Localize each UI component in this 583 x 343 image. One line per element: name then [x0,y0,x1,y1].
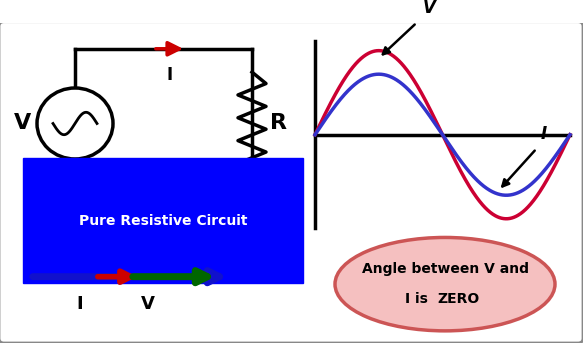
Text: Angle between V and: Angle between V and [361,262,529,276]
Text: Pure Resistive Circuit: Pure Resistive Circuit [79,214,247,228]
Text: ZERO: ZERO [437,292,479,306]
Circle shape [37,88,113,159]
Text: I: I [540,125,547,143]
Text: V: V [141,295,155,314]
FancyBboxPatch shape [0,22,583,343]
Ellipse shape [335,237,555,331]
Text: I: I [77,295,83,314]
Text: V: V [15,114,31,133]
Text: V: V [423,0,436,17]
Text: R: R [269,114,286,133]
Text: I: I [167,66,173,84]
Text: I is: I is [405,292,433,306]
